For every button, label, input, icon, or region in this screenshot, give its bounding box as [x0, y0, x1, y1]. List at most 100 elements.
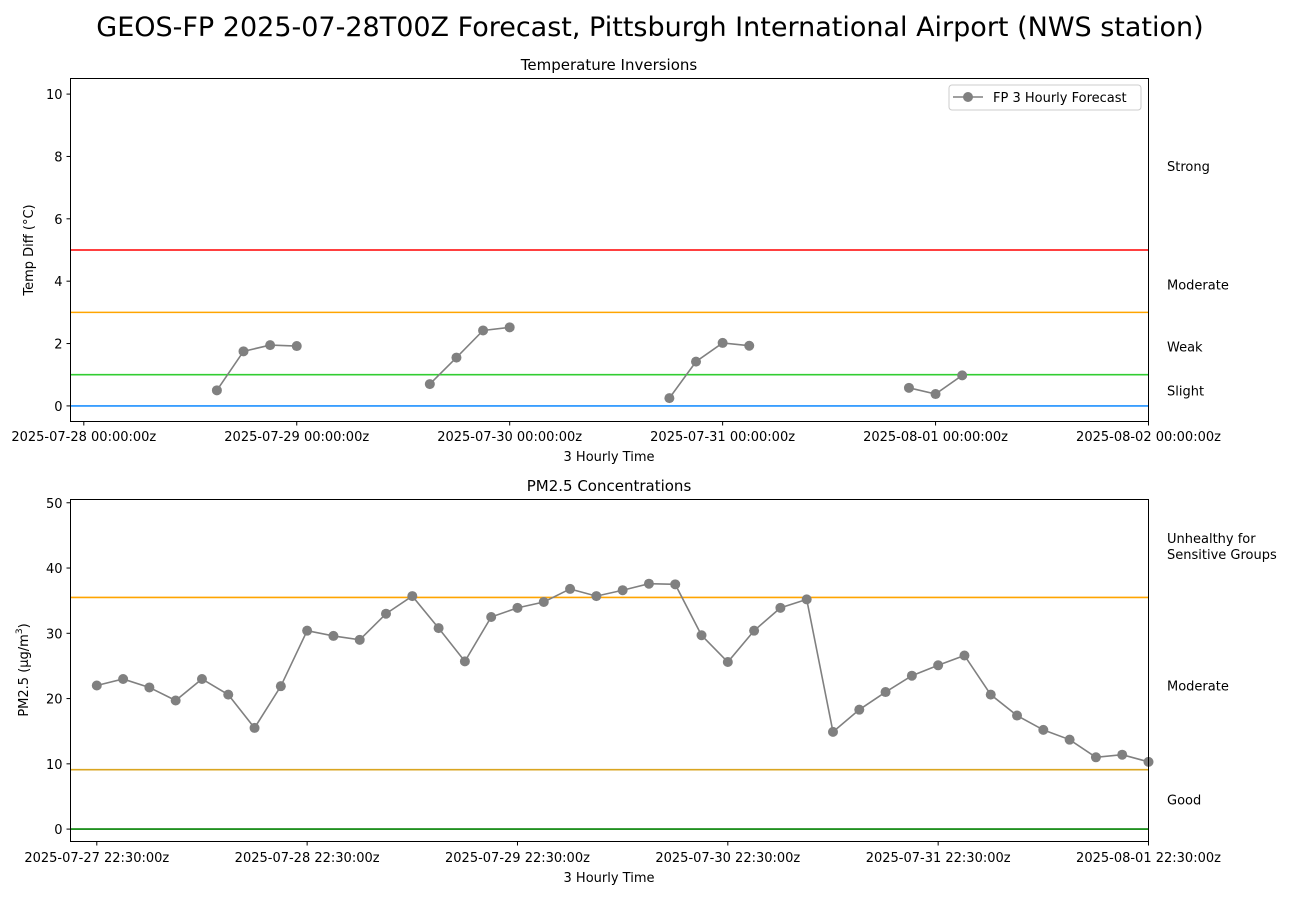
data-point: [717, 337, 728, 348]
y-axis-label: PM2.5 (μg/m3): [15, 623, 32, 716]
data-point: [957, 370, 968, 381]
x-tick-label: 2025-07-27 22:30:00z: [24, 851, 169, 866]
data-point: [933, 660, 944, 671]
data-point: [354, 634, 365, 645]
threshold-lines: [70, 596, 1149, 830]
data-point: [504, 322, 515, 333]
x-tick-label: 2025-08-01 22:30:00z: [1076, 851, 1221, 866]
y-tick-label: 8: [54, 150, 62, 165]
data-point: [196, 673, 207, 684]
y-axis-label-sup: 3: [15, 628, 25, 634]
data-point: [302, 625, 313, 636]
legend-box: [948, 84, 1142, 111]
y-axis-label: Temp Diff (°C): [22, 204, 37, 296]
data-point: [1064, 734, 1075, 745]
data-point: [486, 611, 497, 622]
data-point: [903, 382, 914, 393]
plot-area: [70, 78, 1149, 422]
series-line: [668, 342, 750, 399]
x-tick-label: 2025-07-30 00:00:00z: [437, 430, 582, 445]
y-tick-label: 10: [46, 88, 63, 103]
data-point: [478, 325, 489, 336]
x-tick-label: 2025-07-30 22:30:00z: [655, 851, 800, 866]
threshold-label: Sensitive Groups: [1167, 548, 1277, 563]
data-point: [291, 341, 302, 352]
data-point: [617, 585, 628, 596]
data-point: [1090, 752, 1101, 763]
legend-entry: FP 3 Hourly Forecast: [993, 91, 1127, 106]
data-point: [118, 673, 129, 684]
data-point: [275, 681, 286, 692]
y-axis-label-tail: ): [17, 623, 32, 628]
data-point: [985, 689, 996, 700]
x-tick-label: 2025-07-29 00:00:00z: [224, 430, 369, 445]
data-point: [906, 670, 917, 681]
data-point: [722, 657, 733, 668]
data-point: [1038, 724, 1049, 735]
data-point: [223, 689, 234, 700]
x-axis-label: 3 Hourly Time: [564, 871, 655, 886]
x-tick-label: 2025-07-28 22:30:00z: [235, 851, 380, 866]
series-line: [429, 326, 510, 385]
threshold-label: Strong: [1167, 160, 1210, 175]
data-point: [1012, 710, 1023, 721]
series-group: [91, 578, 1154, 767]
data-point: [328, 630, 339, 641]
data-point: [854, 704, 865, 715]
threshold-label: Slight: [1167, 384, 1204, 399]
x-axis-label: 3 Hourly Time: [564, 450, 655, 465]
data-point: [744, 340, 755, 351]
data-point: [930, 389, 941, 400]
data-point: [459, 656, 470, 667]
threshold-labels: Strong Moderate Weak Slight: [1167, 160, 1229, 400]
y-tick-label: 0: [54, 823, 62, 838]
data-point: [749, 625, 760, 636]
y-axis: 0 10 20 30 40 50: [46, 497, 71, 838]
figure-title: GEOS-FP 2025-07-28T00Z Forecast, Pittsbu…: [96, 12, 1204, 43]
data-point: [827, 726, 838, 737]
x-tick-label: 2025-07-31 00:00:00z: [650, 430, 795, 445]
threshold-label: Unhealthy for: [1167, 532, 1256, 547]
series-line: [96, 582, 1149, 763]
data-point: [775, 602, 786, 613]
data-point: [238, 346, 249, 357]
data-point: [670, 579, 681, 590]
data-point: [1117, 749, 1128, 760]
data-point: [591, 591, 602, 602]
threshold-lines: [70, 249, 1149, 407]
data-point: [565, 583, 576, 594]
x-tick-label: 2025-07-29 22:30:00z: [445, 851, 590, 866]
x-tick-label: 2025-08-02 00:00:00z: [1076, 430, 1221, 445]
data-point: [91, 680, 102, 691]
y-tick-label: 6: [54, 213, 62, 228]
y-tick-label: 2: [54, 338, 62, 353]
x-tick-label: 2025-07-31 22:30:00z: [866, 851, 1011, 866]
data-point: [664, 393, 675, 404]
data-point: [265, 340, 276, 351]
x-axis: 2025-07-28 00:00:00z 2025-07-29 00:00:00z…: [11, 421, 1221, 445]
legend-marker: [963, 92, 973, 102]
data-point: [381, 608, 392, 619]
threshold-label: Good: [1167, 794, 1201, 809]
data-point: [512, 602, 523, 613]
data-point: [696, 630, 707, 641]
plot-area: [70, 499, 1149, 842]
data-point: [959, 650, 970, 661]
x-tick-label: 2025-08-01 00:00:00z: [863, 430, 1008, 445]
chart-title: Temperature Inversions: [520, 56, 698, 74]
data-point: [643, 578, 654, 589]
data-point: [407, 591, 418, 602]
data-point: [424, 379, 435, 390]
y-tick-label: 4: [54, 275, 62, 290]
series-line: [216, 344, 297, 391]
y-axis-label-main: PM2.5 (μg/m: [17, 634, 32, 717]
y-tick-label: 30: [46, 627, 63, 642]
series-group: [211, 322, 968, 404]
data-point: [144, 682, 155, 693]
y-tick-label: 0: [54, 400, 62, 415]
data-point: [880, 687, 891, 698]
